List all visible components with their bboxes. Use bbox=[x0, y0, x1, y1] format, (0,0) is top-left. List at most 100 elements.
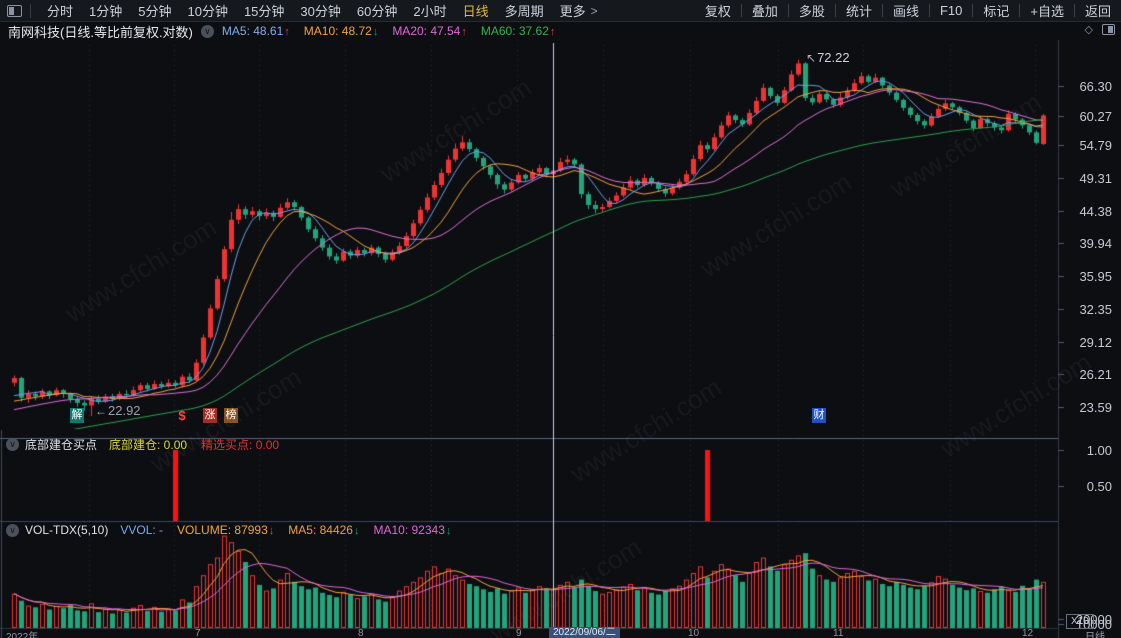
period-tab-多周期[interactable]: 多周期 bbox=[504, 4, 544, 19]
axis-tick-label: 32.35 bbox=[1079, 301, 1112, 317]
axis-tick-label: 39.94 bbox=[1079, 236, 1112, 252]
annotation-arrow: ↖ bbox=[806, 51, 817, 66]
period-tab-2小时[interactable]: 2小时 bbox=[413, 4, 447, 19]
split-panel-icon[interactable] bbox=[1102, 24, 1115, 35]
ma-legend: MA5: 48.61↑ MA10: 48.72↓ MA20: 47.54↑ MA60:… bbox=[222, 24, 570, 38]
period-tab-日线[interactable]: 日线 bbox=[462, 4, 489, 19]
action-divider bbox=[881, 4, 883, 17]
diamond-icon[interactable]: ◇ bbox=[1084, 24, 1093, 36]
axis-tick-label: 29.12 bbox=[1079, 334, 1112, 350]
action-button-统计[interactable]: 统计 bbox=[845, 4, 872, 19]
date-axis-label: 9 bbox=[516, 628, 522, 638]
marker-ranking[interactable]: 榜 bbox=[224, 408, 238, 423]
volume-panel-title: VOL-TDX(5,10) bbox=[25, 523, 109, 537]
action-button-多股[interactable]: 多股 bbox=[798, 4, 825, 19]
axis-tick-label: 23.59 bbox=[1079, 399, 1112, 415]
low-price-value: 22.92 bbox=[108, 402, 141, 418]
axis-tick-label: 66.30 bbox=[1079, 78, 1112, 94]
low-price-annotation: ←22.92 bbox=[95, 403, 141, 418]
action-divider bbox=[787, 4, 789, 17]
chevron-right-icon: > bbox=[590, 3, 598, 18]
action-button-F10[interactable]: F10 bbox=[939, 3, 963, 18]
down-arrow-icon: ↓ bbox=[353, 525, 360, 537]
axis-tick-label: 54.79 bbox=[1079, 138, 1112, 154]
signal-panel-header: ∨ 底部建仓买点 底部建仓: 0.00 精选买点: 0.00 bbox=[6, 436, 293, 453]
period-tab-5分钟[interactable]: 5分钟 bbox=[138, 4, 172, 19]
annotation-arrow: ← bbox=[95, 403, 107, 418]
axis-tick-label: 35.95 bbox=[1079, 269, 1112, 285]
legend-item: MA60: 37.62↑ bbox=[480, 24, 556, 38]
period-tab-15分钟[interactable]: 15分钟 bbox=[243, 4, 285, 19]
high-price-annotation: ↖72.22 bbox=[806, 50, 850, 65]
date-axis-label: 7 bbox=[195, 628, 201, 638]
date-axis-label: 2022年 bbox=[6, 632, 39, 638]
layout-icon[interactable] bbox=[7, 4, 22, 17]
legend-item: MA5: 48.61↑ bbox=[221, 24, 290, 38]
marker-dividend[interactable]: $ bbox=[178, 408, 186, 423]
action-divider bbox=[834, 4, 836, 17]
volume-legend: VVOL: - VOLUME: 87993↓ MA5: 84426↓ MA10: 92… bbox=[120, 523, 465, 537]
signal-panel-title: 底部建仓买点 bbox=[25, 438, 98, 452]
up-arrow-icon: ↑ bbox=[549, 26, 556, 38]
chevron-down-icon[interactable]: ∨ bbox=[200, 24, 214, 38]
date-axis: 2022年 7 8 9 10 11 12 2022/09/06/二 日线 bbox=[0, 627, 1121, 638]
high-price-value: 72.22 bbox=[817, 50, 850, 66]
period-tab-10分钟[interactable]: 10分钟 bbox=[187, 4, 228, 19]
date-axis-label: 8 bbox=[358, 628, 364, 638]
legend-item: MA20: 47.54↑ bbox=[392, 24, 467, 38]
legend-item: VVOL: - bbox=[120, 523, 164, 537]
action-divider bbox=[1019, 4, 1021, 17]
action-divider bbox=[928, 4, 930, 17]
period-tab-1分钟[interactable]: 1分钟 bbox=[89, 4, 123, 19]
more-label: 更多 bbox=[559, 4, 586, 19]
axis-tick-label: 20000 bbox=[1075, 612, 1112, 628]
chart-region: www.cfchi.comwww.cfchi.comwww.cfchi.comw… bbox=[0, 40, 1121, 638]
axis-tick-label: 26.21 bbox=[1079, 367, 1112, 383]
up-arrow-icon: ↑ bbox=[284, 26, 290, 38]
marker-share-unlock[interactable]: 解 bbox=[70, 408, 84, 423]
period-tab-60分钟[interactable]: 60分钟 bbox=[356, 4, 398, 19]
period-tab-分时[interactable]: 分时 bbox=[47, 4, 74, 19]
down-arrow-icon: ↓ bbox=[268, 525, 275, 537]
axis-tick-label: 49.31 bbox=[1079, 170, 1112, 186]
chevron-down-icon[interactable]: ∨ bbox=[6, 523, 19, 537]
action-button-标记[interactable]: 标记 bbox=[983, 4, 1010, 19]
legend-item: 底部建仓: 0.00 bbox=[109, 438, 188, 452]
legend-item: VOLUME: 87993↓ bbox=[177, 523, 275, 537]
action-button-画线[interactable]: 画线 bbox=[892, 4, 919, 19]
period-toolbar: 分时 1分钟 5分钟 10分钟 15分钟 30分钟 60分钟 2小时 日线 多周期 更多 > 复权… bbox=[0, 0, 1121, 22]
volume-panel-header: ∨ VOL-TDX(5,10) VVOL: - VOLUME: 87993↓ MA5… bbox=[6, 523, 465, 537]
date-axis-label: 10 bbox=[688, 628, 700, 638]
action-button-叠加[interactable]: 叠加 bbox=[751, 4, 778, 19]
marker-limit-up[interactable]: 涨 bbox=[203, 408, 217, 423]
action-button-返回[interactable]: 返回 bbox=[1084, 4, 1111, 19]
legend-item: MA10: 92343↓ bbox=[373, 523, 452, 537]
volume-multiplier-badge: X10 bbox=[1066, 614, 1094, 629]
date-axis-label: 12 bbox=[1022, 628, 1034, 638]
chart-canvas[interactable] bbox=[0, 40, 1121, 638]
marker-earnings[interactable]: 财 bbox=[812, 408, 826, 423]
chevron-down-icon[interactable]: ∨ bbox=[6, 438, 19, 451]
action-button-+自选[interactable]: +自选 bbox=[1030, 4, 1064, 19]
more-menu[interactable]: 更多 > bbox=[552, 1, 606, 20]
period-tabs: 分时 1分钟 5分钟 10分钟 15分钟 30分钟 60分钟 2小时 日线 多周期 bbox=[39, 1, 552, 20]
action-divider bbox=[972, 4, 974, 17]
period-corner-label: 日线 bbox=[1085, 632, 1105, 638]
instrument-title: 南网科技(日线.等比前复权.对数) bbox=[8, 24, 193, 40]
down-arrow-icon: ↓ bbox=[372, 26, 379, 38]
down-arrow-icon: ↓ bbox=[445, 525, 452, 537]
toolbar-divider bbox=[30, 3, 31, 18]
up-arrow-icon: ↑ bbox=[461, 26, 467, 38]
axis-tick-label: 60.27 bbox=[1079, 108, 1112, 124]
date-axis-label: 11 bbox=[833, 628, 844, 638]
legend-item: MA5: 84426↓ bbox=[288, 523, 360, 537]
legend-item: 精选买点: 0.00 bbox=[201, 438, 280, 452]
axis-tick-label: 10000 bbox=[1075, 616, 1112, 632]
action-button-复权[interactable]: 复权 bbox=[704, 4, 731, 19]
axis-tick-label: 1.00 bbox=[1086, 443, 1112, 458]
legend-item: MA10: 48.72↓ bbox=[303, 24, 379, 38]
period-tab-30分钟[interactable]: 30分钟 bbox=[300, 4, 341, 19]
crosshair-date-badge: 2022/09/06/二 bbox=[549, 627, 620, 638]
axis-tick-label: 0.50 bbox=[1086, 479, 1112, 494]
